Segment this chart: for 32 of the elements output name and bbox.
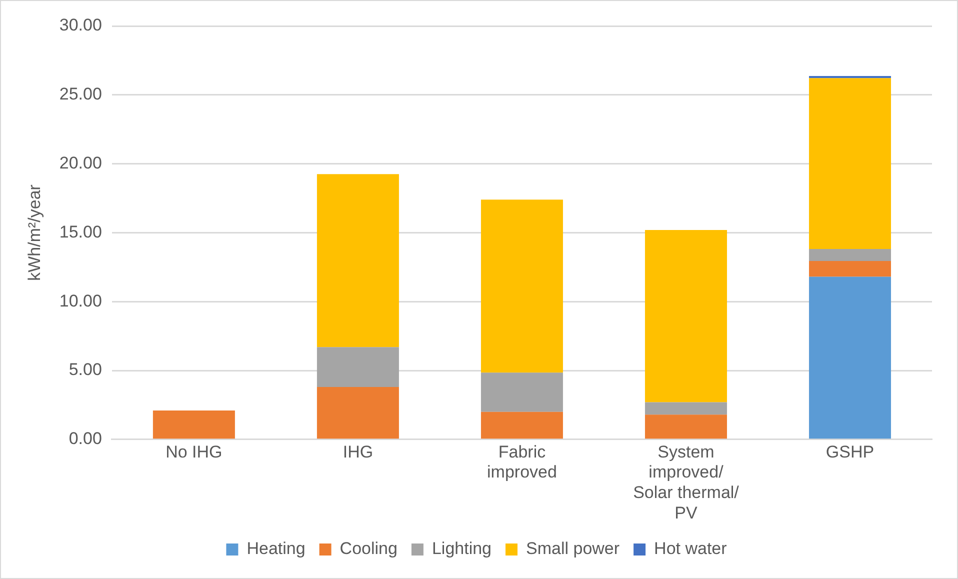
legend-label: Lighting — [432, 539, 492, 558]
y-axis-title: kWh/m²/year — [24, 184, 44, 281]
bar — [316, 387, 399, 439]
legend-label: Small power — [526, 539, 620, 558]
bar — [808, 78, 891, 249]
bar — [152, 410, 235, 439]
y-tick-label: 0.00 — [68, 429, 102, 448]
x-tick-label: System improved/ Solar thermal/ PV — [633, 442, 740, 522]
bar — [644, 230, 727, 402]
y-tick-label: 30.00 — [59, 16, 102, 35]
bar — [808, 248, 891, 261]
legend-label: Hot water — [654, 539, 728, 558]
x-tick-label: IHG — [342, 442, 374, 462]
bar — [808, 260, 891, 277]
y-tick-label: 10.00 — [59, 291, 102, 310]
y-tick-label: 20.00 — [59, 153, 102, 172]
bar — [316, 347, 399, 388]
legend-label: Heating — [246, 539, 306, 558]
y-tick-label: 25.00 — [59, 84, 102, 104]
bar — [644, 402, 727, 415]
bar — [808, 276, 891, 439]
legend-label: Cooling — [340, 539, 398, 558]
bar — [644, 414, 727, 439]
bar — [480, 200, 563, 373]
bar — [480, 372, 563, 412]
y-tick-label: 5.00 — [68, 360, 102, 380]
x-tick-label: Fabric improved — [487, 442, 557, 482]
x-tick-label: GSHP — [826, 442, 874, 462]
y-tick-label: 15.00 — [59, 222, 102, 242]
x-tick-label: No IHG — [166, 442, 222, 462]
bar — [316, 174, 399, 348]
bar — [480, 412, 563, 439]
